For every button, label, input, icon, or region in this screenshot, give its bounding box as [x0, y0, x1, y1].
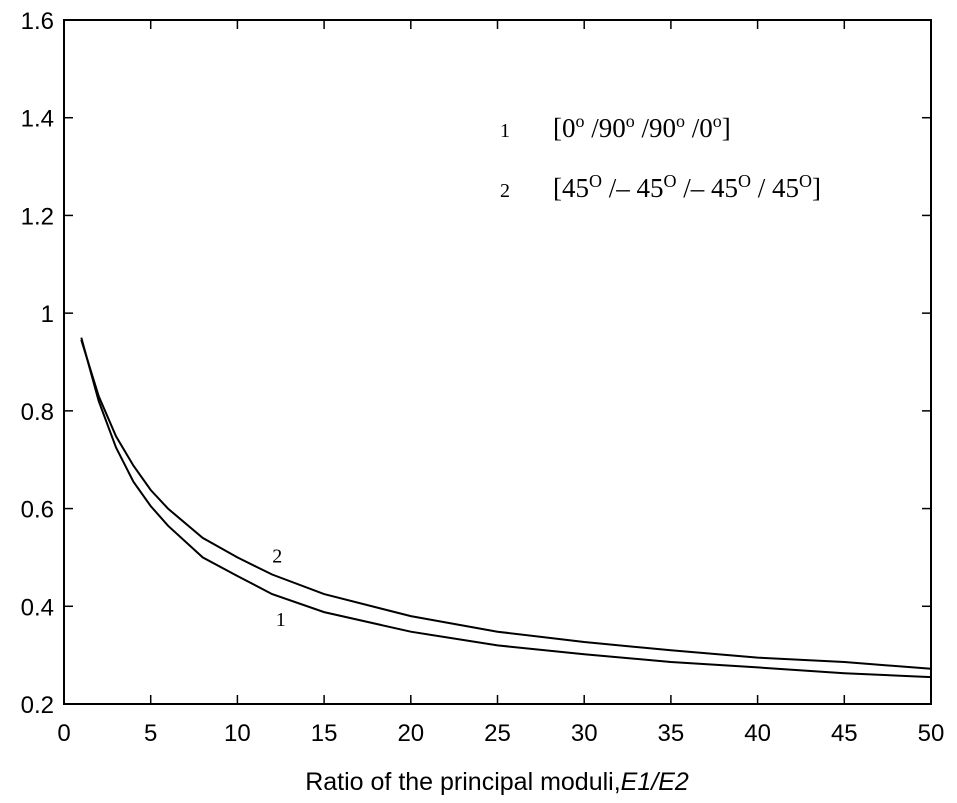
x-axis-label: Ratio of the principal moduli,E1/E2 [305, 768, 689, 796]
legend-degree-sup: o [713, 111, 722, 131]
x-tick-label: 10 [224, 720, 251, 747]
y-tick-label: 0.8 [21, 399, 54, 426]
y-tick-label: 1.2 [21, 203, 54, 230]
plot-area-frame [63, 19, 932, 705]
legend-text-part: /– 45 [677, 173, 739, 203]
legend-key-2: 2 [500, 180, 510, 202]
series-2-label: 2 [272, 545, 282, 567]
legend-text-part: [0 [553, 113, 576, 143]
legend-degree-sup: O [664, 171, 677, 191]
x-tick-label: 15 [311, 720, 338, 747]
x-tick-label: 35 [658, 720, 685, 747]
legend-text-part: / 45 [751, 173, 799, 203]
legend-text-part: [45 [553, 173, 589, 203]
y-tick-label: 0.6 [21, 497, 54, 524]
y-tick-label: 1.4 [21, 106, 54, 133]
x-tick-labels: 0 5 10 15 20 25 30 35 40 45 50 [57, 720, 944, 747]
y-tick-label: 1 [41, 301, 54, 328]
x-tick-label: 0 [57, 720, 70, 747]
series-2-line [80, 339, 932, 670]
legend-text-part: ] [722, 113, 731, 143]
legend-text-part: /0 [685, 113, 713, 143]
y-tick-label: 0.4 [21, 594, 54, 621]
y-tick-labels: 0.2 0.4 0.6 0.8 1 1.2 1.4 1.6 [21, 8, 54, 719]
axis-ticks [63, 19, 932, 705]
series-1-line [80, 337, 932, 679]
series-lines [80, 337, 932, 679]
legend-text-part: ] [812, 173, 821, 203]
y-tick-label: 0.2 [21, 692, 54, 719]
x-tick-label: 5 [144, 720, 157, 747]
legend-degree-sup: o [676, 111, 685, 131]
legend-degree-sup: o [576, 111, 585, 131]
legend-degree-sup: O [589, 171, 602, 191]
legend-text-part: /90 [635, 113, 676, 143]
x-tick-label: 30 [571, 720, 598, 747]
series-labels: 12 [272, 545, 285, 631]
legend-degree-sup: O [799, 171, 812, 191]
x-tick-label: 40 [744, 720, 771, 747]
legend-key-1: 1 [500, 120, 510, 142]
legend-entry-2-text: [45O /– 45O /– 45O / 45O] [553, 171, 821, 203]
x-axis-label-text: Ratio of the principal moduli, [305, 768, 620, 796]
series-1-label: 1 [276, 609, 286, 631]
x-tick-label: 45 [831, 720, 858, 747]
legend-degree-sup: O [738, 171, 751, 191]
legend-text-part: /90 [585, 113, 626, 143]
x-axis-label-italic: E1/E2 [621, 768, 689, 796]
legend: 1 [0o /90o /90o /0o]2 [45O /– 45O /– 45O /… [500, 111, 821, 203]
x-tick-label: 20 [397, 720, 424, 747]
legend-text-part: /– 45 [602, 173, 664, 203]
x-tick-label: 50 [918, 720, 945, 747]
y-tick-label: 1.6 [21, 8, 54, 35]
legend-entry-1-text: [0o /90o /90o /0o] [553, 111, 731, 143]
legend-degree-sup: o [626, 111, 635, 131]
x-tick-label: 25 [484, 720, 511, 747]
